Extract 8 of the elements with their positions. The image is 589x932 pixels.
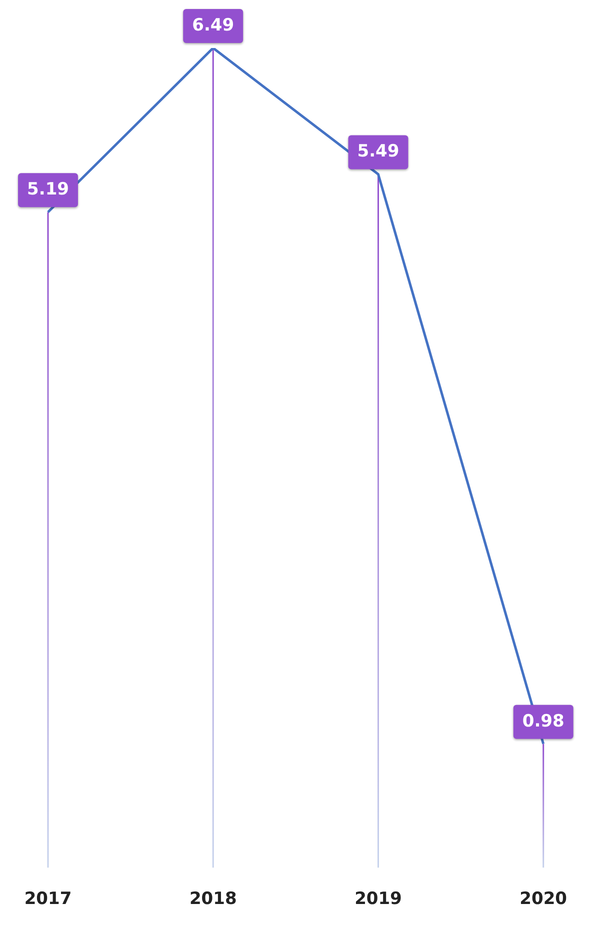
x-tick-label: 2019 bbox=[354, 889, 402, 910]
x-tick-label: 2017 bbox=[24, 889, 72, 910]
data-label: 5.19 bbox=[27, 180, 69, 200]
x-tick-label: 2020 bbox=[520, 889, 568, 910]
data-label: 6.49 bbox=[192, 15, 234, 36]
x-tick-label: 2018 bbox=[189, 889, 237, 910]
data-label: 0.98 bbox=[522, 711, 564, 732]
data-label: 5.49 bbox=[357, 142, 400, 162]
